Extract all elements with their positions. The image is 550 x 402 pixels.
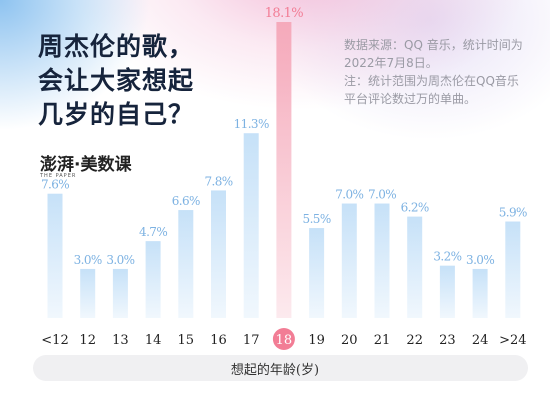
data-label-4: 6.6% <box>172 194 200 208</box>
bar-4 <box>178 210 194 318</box>
bar-14 <box>505 221 521 318</box>
source-note: 数据来源：QQ 音乐，统计时间为2022年7月8日。 注：统计范围为周杰伦在QQ… <box>344 36 530 108</box>
brand-logo: 澎湃·美数课 THE PAPER <box>40 150 131 179</box>
title-line-3: 几岁的自己？ <box>38 100 195 129</box>
bar-13 <box>472 268 488 318</box>
data-label-9: 7.0% <box>335 188 363 202</box>
x-tick-13: 24 <box>472 333 489 348</box>
data-label-11: 6.2% <box>401 201 429 215</box>
x-tick-0: <12 <box>41 333 68 348</box>
highlight-marker <box>272 328 295 350</box>
brand-name: 澎湃·美数课 <box>40 155 132 175</box>
data-label-3: 4.7% <box>139 225 167 239</box>
x-tick-6: 17 <box>243 333 260 348</box>
data-label-10: 7.0% <box>368 188 396 202</box>
x-tick-1: 12 <box>79 333 96 348</box>
data-label-0: 7.6% <box>41 178 69 192</box>
x-tick-7: 18 <box>276 333 293 348</box>
x-tick-2: 13 <box>112 333 129 348</box>
bar-3 <box>145 241 161 318</box>
x-tick-14: >24 <box>499 333 526 348</box>
data-label-8: 5.5% <box>303 212 331 226</box>
x-axis-label: 想起的年龄(岁) <box>230 363 320 378</box>
x-axis-band <box>33 355 528 381</box>
data-label-1: 3.0% <box>74 253 102 267</box>
bar-8 <box>309 228 325 318</box>
data-label-7: 18.1% <box>265 6 304 21</box>
brand-sub: THE PAPER <box>40 173 77 179</box>
bar-10 <box>374 203 390 318</box>
bar-5 <box>211 190 226 318</box>
bar-0 <box>47 193 63 318</box>
chart-title: 周杰伦的歌， 会让大家想起 几岁的自己？ <box>38 30 194 132</box>
data-label-5: 7.8% <box>204 174 232 188</box>
data-label-14: 5.9% <box>499 206 527 220</box>
x-tick-9: 20 <box>341 333 358 348</box>
title-line-2: 会让大家想起 <box>38 66 195 95</box>
x-tick-8: 19 <box>308 333 325 348</box>
bar-7 <box>276 22 292 318</box>
data-label-2: 3.0% <box>106 253 134 267</box>
data-label-13: 3.0% <box>466 253 494 267</box>
x-tick-3: 14 <box>145 333 162 348</box>
x-tick-4: 15 <box>178 333 195 348</box>
bar-2 <box>112 268 128 318</box>
scope-line: 注：统计范围为周杰伦在QQ音乐平台评论数过万的单曲。 <box>344 74 519 106</box>
bar-12 <box>439 265 455 318</box>
data-label-12: 3.2% <box>433 250 461 264</box>
source-line: 数据来源：QQ 音乐，统计时间为2022年7月8日。 <box>344 38 523 70</box>
title-line-1: 周杰伦的歌， <box>38 32 195 61</box>
bar-11 <box>407 216 423 318</box>
x-tick-11: 22 <box>406 333 423 348</box>
x-tick-10: 21 <box>374 333 391 348</box>
x-tick-12: 23 <box>439 333 456 348</box>
data-label-6: 11.3% <box>234 117 269 131</box>
x-tick-5: 16 <box>210 333 227 348</box>
bar-9 <box>341 203 357 318</box>
bar-1 <box>80 268 96 318</box>
bar-6 <box>243 133 259 318</box>
